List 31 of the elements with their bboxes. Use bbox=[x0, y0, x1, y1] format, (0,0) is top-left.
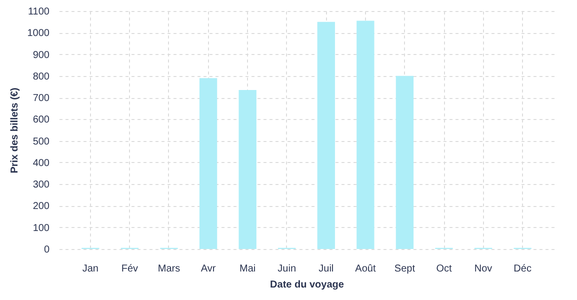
y-tick-label: 200 bbox=[32, 201, 50, 212]
y-tick-label: 300 bbox=[32, 180, 50, 191]
x-tick-label: Juil bbox=[318, 264, 334, 274]
bar bbox=[317, 22, 335, 249]
bar bbox=[238, 90, 256, 249]
y-tick-label: 900 bbox=[32, 50, 50, 61]
y-tick-label: 1100 bbox=[28, 6, 50, 18]
x-tick-label: Avr bbox=[200, 264, 216, 274]
y-tick-label: 1000 bbox=[27, 28, 50, 40]
x-tick-label: Nov bbox=[474, 264, 492, 274]
y-tick-label: 0 bbox=[44, 244, 50, 256]
x-tick-label: Sept bbox=[394, 264, 416, 274]
y-axis-title: Prix des billets (€) bbox=[9, 88, 20, 174]
y-tick-label: 600 bbox=[32, 114, 50, 126]
x-tick-label: Mars bbox=[158, 264, 180, 274]
y-tick-label: 700 bbox=[32, 93, 50, 104]
x-tick-label: Juin bbox=[278, 264, 296, 274]
bar bbox=[396, 76, 414, 249]
x-tick-label: Août bbox=[355, 264, 376, 274]
x-axis-title: Date du voyage bbox=[270, 280, 344, 290]
x-tick-label: Mai bbox=[240, 264, 256, 274]
y-tick-label: 500 bbox=[32, 136, 50, 148]
bar bbox=[199, 78, 218, 249]
x-tick-label: Jan bbox=[82, 264, 98, 274]
x-tick-label: Déc bbox=[514, 264, 532, 274]
y-tick-label: 100 bbox=[32, 222, 50, 234]
y-tick-label: 400 bbox=[32, 158, 50, 169]
x-tick-label: Fév bbox=[121, 264, 138, 274]
y-tick-label: 800 bbox=[32, 71, 50, 82]
x-tick-label: Oct bbox=[436, 264, 452, 274]
bar bbox=[356, 20, 374, 249]
